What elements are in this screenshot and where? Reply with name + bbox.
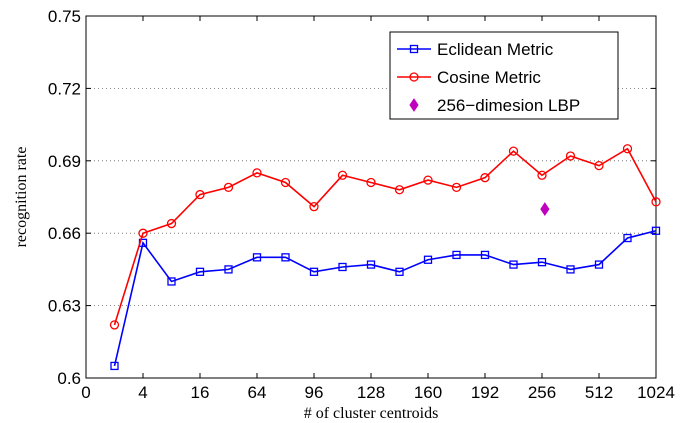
data-point-circle [166,218,177,229]
y-tick-label: 0.72 [48,79,81,98]
x-axis-title: # of cluster centroids [304,405,439,422]
axis-ticks: 0.6 0.63 0.66 0.69 0.72 0.75 0 4 16 64 96 128 160 192… [48,7,675,402]
data-point-circle [451,182,462,192]
data-point-circle [565,151,576,161]
series-256-dimesion-lbp [540,202,550,216]
legend-items: Eclidean Metric Cosine Metric 256−dimesion… [397,40,580,115]
data-point-circle [409,72,419,82]
data-point-square [281,253,290,262]
data-point-square [252,253,262,262]
x-tick-label: 96 [305,383,324,402]
legend-label: 256−dimesion LBP [437,96,580,115]
series-line [113,147,657,326]
data-point-square [409,44,419,54]
data-point-circle [537,170,547,180]
x-tick-label: 16 [191,383,210,402]
y-tick-label: 0.75 [48,7,81,26]
y-tick-label: 0.69 [48,152,81,171]
x-tick-label: 192 [471,383,499,402]
data-point-square [594,260,604,269]
data-point-square [509,260,518,269]
x-tick-label: 64 [248,383,267,402]
data-point-square [195,267,205,276]
data-point-circle [651,197,661,207]
data-point-circle [622,144,633,154]
data-point-square [423,255,433,264]
x-tick-label: 1024 [637,383,675,402]
data-point-diamond [409,98,419,112]
y-tick-label: 0.66 [48,224,81,243]
data-point-circle [508,146,519,156]
data-point-square [566,265,575,274]
legend-label: Eclidean Metric [437,40,554,59]
x-tick-label: 4 [138,383,147,402]
legend-item: Eclidean Metric [397,40,554,59]
data-point-circle [223,182,234,192]
data-point-circle [423,175,433,185]
data-point-square [395,267,404,276]
data-point-circle [309,202,319,212]
series-line [113,230,657,367]
data-point-circle [195,189,205,200]
data-point-square [110,361,119,371]
data-point-square [366,260,376,269]
y-tick-label: 0.63 [48,297,81,316]
data-point-circle [394,185,405,195]
series-eclidean-metric [110,226,661,371]
data-point-circle [252,168,262,178]
x-tick-label: 0 [81,383,90,402]
data-point-square [480,250,490,260]
data-point-square [309,267,319,276]
data-point-diamond [540,202,550,216]
y-axis-title: recognition rate [13,147,30,248]
legend-box [389,31,619,120]
data-point-square [651,226,661,235]
data-point-square [167,277,176,286]
x-tick-label: 160 [414,383,442,402]
legend-item: 256−dimesion LBP [409,96,580,115]
legend-item: Cosine Metric [397,68,541,87]
data-point-square [537,258,547,267]
data-point-square [452,250,461,260]
legend: Eclidean Metric Cosine Metric 256−dimesion… [389,31,619,120]
grid-lines [86,88,656,307]
x-tick-label: 128 [357,383,385,402]
x-tick-label: 256 [528,383,556,402]
data-point-square [338,262,347,272]
series-layer [109,144,661,371]
legend-label: Cosine Metric [437,68,541,87]
data-point-circle [480,173,490,183]
data-point-circle [138,228,148,238]
data-point-circle [337,170,348,180]
data-point-circle [280,177,291,188]
y-tick-label: 0.6 [57,369,81,388]
data-point-square [623,233,632,243]
data-point-square [224,265,233,274]
series-cosine-metric [109,144,661,330]
x-tick-label: 512 [585,383,613,402]
data-point-circle [594,160,604,171]
data-point-circle [109,320,120,330]
data-point-circle [366,177,376,188]
